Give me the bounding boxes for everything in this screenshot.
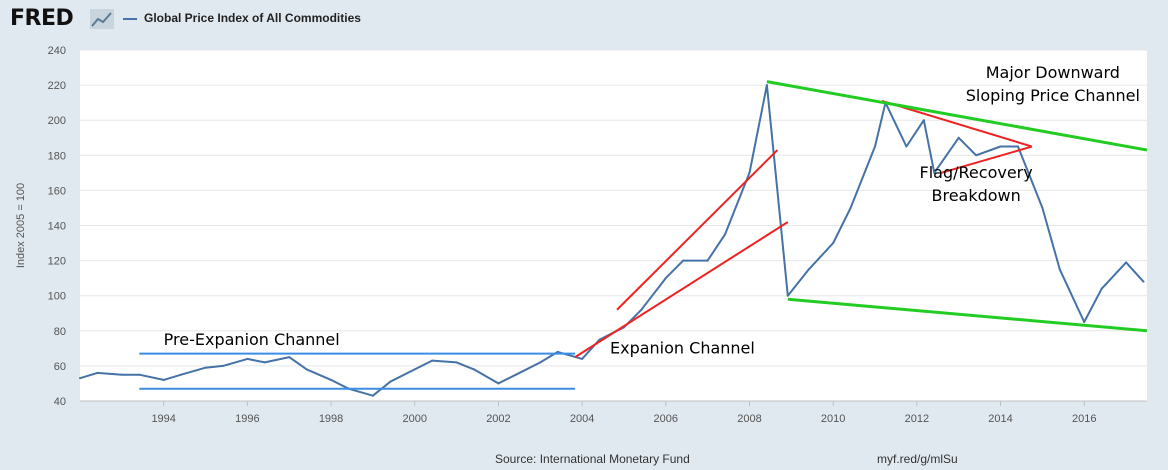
data-point — [1125, 261, 1128, 264]
data-point — [1041, 206, 1044, 209]
data-point — [832, 242, 835, 245]
data-point — [330, 378, 333, 381]
major-channel-upper — [766, 80, 1148, 152]
data-point — [389, 380, 392, 383]
data-point — [204, 366, 207, 369]
y-tick-label: 140 — [48, 221, 66, 233]
y-tick-label: 160 — [48, 185, 66, 197]
data-point — [664, 277, 667, 280]
source-note: Source: International Monetary Fund — [495, 452, 690, 466]
y-tick-label: 60 — [54, 361, 66, 373]
data-point — [556, 350, 559, 353]
data-point — [79, 377, 81, 380]
annotation: Major Downward — [986, 63, 1120, 82]
x-tick-label: 2000 — [403, 413, 427, 425]
data-point — [922, 119, 925, 122]
annotation: Breakdown — [931, 186, 1020, 205]
data-point — [497, 382, 500, 385]
x-tick-label: 2006 — [654, 413, 678, 425]
flag-lower — [940, 145, 1033, 174]
data-point — [999, 145, 1002, 148]
y-tick-label: 220 — [48, 80, 66, 92]
data-point — [765, 84, 768, 87]
x-tick-label: 2014 — [988, 413, 1012, 425]
data-point — [514, 373, 517, 376]
expansion-channel-upper — [616, 149, 779, 311]
data-point — [1100, 287, 1103, 290]
x-tick-label: 1994 — [151, 413, 175, 425]
data-point — [933, 171, 936, 174]
data-point — [1142, 280, 1145, 283]
y-tick-label: 240 — [48, 45, 66, 57]
data-point — [371, 394, 374, 397]
short-link[interactable]: myf.red/g/mlSu — [877, 452, 958, 466]
data-point — [874, 145, 877, 148]
legend-swatch — [123, 18, 137, 20]
data-point — [1083, 321, 1086, 324]
data-point — [431, 359, 434, 362]
data-point — [138, 373, 141, 376]
data-point — [957, 136, 960, 139]
y-tick-label: 40 — [54, 396, 66, 408]
y-tick-label: 120 — [48, 256, 66, 268]
x-tick-label: 2002 — [486, 413, 510, 425]
data-point — [263, 361, 266, 364]
x-tick-label: 2004 — [570, 413, 594, 425]
data-point — [288, 356, 291, 359]
data-point — [706, 259, 709, 262]
data-point — [1058, 268, 1061, 271]
data-point — [581, 357, 584, 360]
y-tick-label: 80 — [54, 326, 66, 338]
data-point — [905, 145, 908, 148]
data-point — [598, 338, 601, 341]
x-tick-label: 1996 — [235, 413, 259, 425]
x-tick-label: 2008 — [737, 413, 761, 425]
y-tick-label: 180 — [48, 150, 66, 162]
data-point — [413, 368, 416, 371]
data-point — [246, 357, 249, 360]
data-point — [180, 373, 183, 376]
data-point — [221, 364, 224, 367]
chart-line-icon — [90, 9, 114, 29]
data-point — [305, 368, 308, 371]
fred-logo[interactable]: FRED — [10, 6, 74, 31]
annotation: Sloping Price Channel — [966, 86, 1140, 105]
data-point — [786, 294, 789, 297]
legend-series-name[interactable]: Global Price Index of All Commodities — [144, 11, 361, 25]
annotation: Expanion Channel — [610, 339, 755, 358]
x-tick-label: 2010 — [821, 413, 845, 425]
data-point — [975, 154, 978, 157]
data-point — [473, 368, 476, 371]
x-tick-label: 1998 — [319, 413, 343, 425]
data-point — [455, 361, 458, 364]
data-point — [807, 268, 810, 271]
y-tick-label: 200 — [48, 115, 66, 127]
data-point — [1016, 145, 1019, 148]
data-point — [96, 371, 99, 374]
data-point — [162, 378, 165, 381]
chart-header: FRED Global Price Index of All Commoditi… — [0, 0, 1168, 40]
annotation: Flag/Recovery — [920, 163, 1033, 182]
annotation: Pre-Expanion Channel — [164, 330, 340, 349]
y-tick-label: 100 — [48, 291, 66, 303]
data-point — [724, 233, 727, 236]
y-axis-label: Index 2005 = 100 — [15, 183, 27, 268]
data-point — [748, 171, 751, 174]
flag-upper — [881, 99, 1033, 148]
expansion-channel-lower — [574, 221, 789, 358]
data-point — [682, 259, 685, 262]
data-point — [120, 373, 123, 376]
x-tick-label: 2012 — [905, 413, 929, 425]
major-channel-lower — [787, 297, 1148, 333]
data-point — [539, 361, 542, 364]
data-point — [849, 206, 852, 209]
x-tick-label: 2016 — [1072, 413, 1096, 425]
data-point — [640, 308, 643, 311]
